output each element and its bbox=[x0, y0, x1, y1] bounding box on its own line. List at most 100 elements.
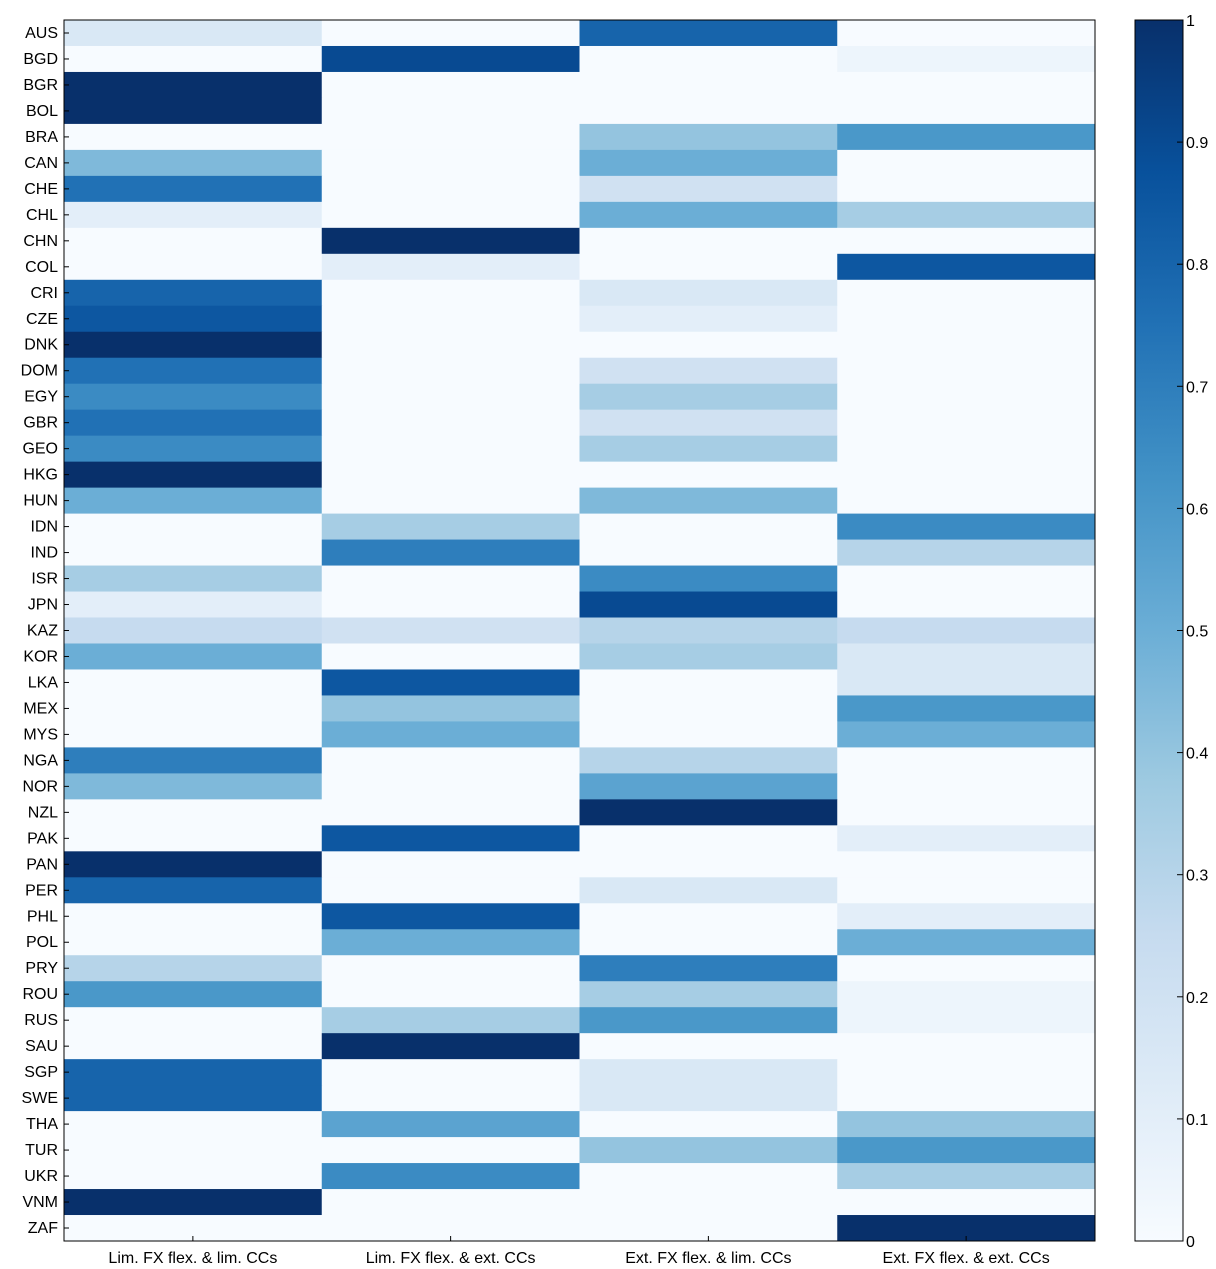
heatmap-cell bbox=[579, 513, 838, 541]
row-tick-label: NOR bbox=[22, 778, 58, 795]
heatmap-cell bbox=[579, 331, 838, 359]
heatmap-cell bbox=[321, 513, 580, 541]
heatmap-cell bbox=[321, 591, 580, 619]
heatmap-cell bbox=[64, 669, 323, 696]
heatmap-cell bbox=[837, 903, 1096, 930]
heatmap-cell bbox=[321, 773, 580, 800]
heatmap-cell bbox=[321, 149, 580, 177]
heatmap-cell bbox=[321, 71, 580, 99]
heatmap-cell bbox=[837, 149, 1096, 177]
heatmap-cell bbox=[64, 617, 323, 644]
heatmap-cell bbox=[837, 253, 1096, 281]
heatmap-cell bbox=[837, 487, 1096, 515]
row-tick-label: BGD bbox=[23, 51, 58, 68]
heatmap-cell bbox=[64, 461, 323, 489]
row-tick-label: NGA bbox=[23, 752, 58, 769]
heatmap-cell bbox=[579, 20, 838, 47]
heatmap-cell bbox=[837, 175, 1096, 203]
heatmap-cell bbox=[64, 149, 323, 177]
heatmap-cell bbox=[837, 20, 1096, 47]
heatmap-cell bbox=[321, 305, 580, 333]
row-tick-label: ISR bbox=[31, 571, 58, 588]
heatmap-cell bbox=[64, 71, 323, 99]
row-tick-label: BOL bbox=[26, 103, 58, 120]
colorbar-tick-label: 0.8 bbox=[1186, 257, 1208, 274]
heatmap-cell bbox=[321, 851, 580, 878]
heatmap-cell bbox=[579, 1007, 838, 1034]
heatmap-cell bbox=[64, 799, 323, 826]
colorbar bbox=[1134, 19, 1184, 1242]
row-tick-label: PAK bbox=[27, 830, 58, 847]
row-tick-label: SAU bbox=[25, 1038, 58, 1055]
heatmap-cell bbox=[837, 747, 1096, 774]
heatmap-cell bbox=[579, 1059, 838, 1086]
heatmap-cell bbox=[837, 721, 1096, 748]
heatmap-cell bbox=[321, 1085, 580, 1112]
heatmap-cell bbox=[837, 825, 1096, 852]
row-tick-label: THA bbox=[26, 1116, 58, 1133]
heatmap-cell bbox=[579, 71, 838, 99]
heatmap-cell bbox=[321, 1059, 580, 1086]
heatmap-cell bbox=[579, 175, 838, 203]
heatmap-cell bbox=[321, 877, 580, 904]
heatmap-cell bbox=[837, 565, 1096, 593]
heatmap-cell bbox=[64, 409, 323, 437]
heatmap-cell bbox=[579, 279, 838, 307]
heatmap-cell bbox=[321, 825, 580, 852]
row-tick-label: SWE bbox=[22, 1090, 58, 1107]
heatmap-cell bbox=[837, 279, 1096, 307]
heatmap-cell bbox=[64, 123, 323, 151]
heatmap-cell bbox=[837, 1137, 1096, 1164]
row-tick-label: EGY bbox=[24, 389, 58, 406]
heatmap-cell bbox=[837, 45, 1096, 73]
heatmap-cell bbox=[321, 123, 580, 151]
heatmap-cell bbox=[579, 695, 838, 722]
heatmap-cell bbox=[321, 253, 580, 281]
heatmap-cell bbox=[837, 591, 1096, 619]
row-tick-label: BRA bbox=[25, 129, 58, 146]
heatmap-cell bbox=[64, 1033, 323, 1060]
row-tick-label: DOM bbox=[21, 363, 58, 380]
heatmap-cell bbox=[321, 383, 580, 411]
heatmap-cell bbox=[321, 799, 580, 826]
row-tick-label: AUS bbox=[25, 25, 58, 42]
heatmap-cell bbox=[579, 799, 838, 826]
row-tick-label: CRI bbox=[30, 285, 58, 302]
heatmap-cell bbox=[64, 1189, 323, 1216]
heatmap-cell bbox=[837, 435, 1096, 463]
heatmap-cells bbox=[64, 20, 1096, 1242]
heatmap-cell bbox=[64, 955, 323, 982]
heatmap-cell bbox=[321, 201, 580, 229]
heatmap-cell bbox=[321, 539, 580, 567]
heatmap-cell bbox=[64, 20, 323, 47]
heatmap-cell bbox=[321, 1007, 580, 1034]
heatmap-cell bbox=[579, 1085, 838, 1112]
row-tick-label: HKG bbox=[23, 467, 58, 484]
heatmap-cell bbox=[64, 513, 323, 541]
heatmap-cell bbox=[64, 1007, 323, 1034]
heatmap-cell bbox=[321, 409, 580, 437]
heatmap-cell bbox=[321, 20, 580, 47]
column-tick-label: Lim. FX flex. & ext. CCs bbox=[366, 1250, 536, 1267]
heatmap-cell bbox=[64, 279, 323, 307]
heatmap-cell bbox=[64, 253, 323, 281]
heatmap-cell bbox=[579, 877, 838, 904]
row-labels: AUS BGD BGR BOL BRA CAN CHE CHL CHN COL CRI CZE DNK D… bbox=[21, 25, 69, 1237]
heatmap-cell bbox=[64, 981, 323, 1008]
heatmap-cell bbox=[579, 1189, 838, 1216]
heatmap-cell bbox=[837, 123, 1096, 151]
heatmap-cell bbox=[837, 71, 1096, 99]
row-tick-label: CHL bbox=[26, 207, 58, 224]
heatmap-cell bbox=[837, 227, 1096, 255]
heatmap-cell bbox=[837, 1189, 1096, 1216]
row-tick-label: GEO bbox=[22, 441, 58, 458]
heatmap-cell bbox=[837, 643, 1096, 670]
heatmap-cell bbox=[321, 435, 580, 463]
row-tick-label: CZE bbox=[26, 311, 58, 328]
heatmap-cell bbox=[579, 201, 838, 229]
heatmap-cell bbox=[321, 357, 580, 385]
heatmap-cell bbox=[837, 695, 1096, 722]
heatmap-cell bbox=[579, 461, 838, 489]
heatmap-cell bbox=[579, 643, 838, 670]
